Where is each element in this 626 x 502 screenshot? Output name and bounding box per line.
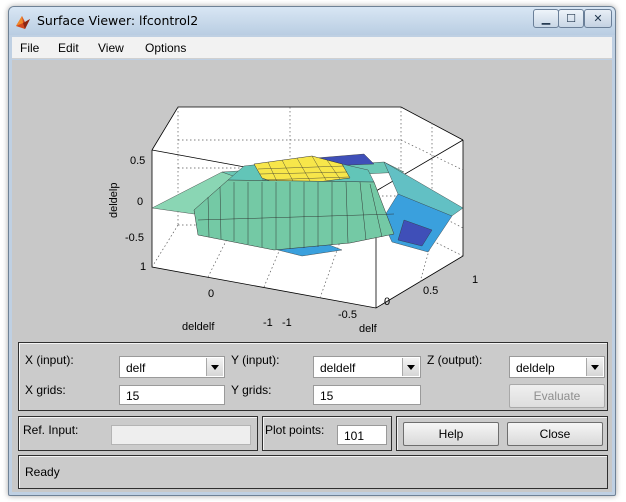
status-panel: Ready	[18, 455, 608, 489]
y-tick-label: 1	[140, 261, 146, 273]
x-tick-label: 0.5	[423, 285, 438, 297]
variables-panel: X (input): delf Y (input): deldelf Z (ou…	[18, 342, 608, 411]
surface-front-slope	[193, 179, 395, 251]
maximize-button[interactable]: ☐	[558, 9, 584, 28]
y-axis-label: deldelf	[182, 321, 215, 333]
chevron-down-icon[interactable]	[402, 358, 419, 376]
help-button[interactable]: Help	[403, 422, 499, 446]
menu-view[interactable]: View	[98, 41, 124, 55]
y-input-label: Y (input):	[231, 353, 280, 367]
x-grids-label: X grids:	[25, 383, 66, 397]
x-axis-label: delf	[359, 323, 378, 335]
ref-input-panel: Ref. Input:	[18, 416, 258, 451]
plot-points-label: Plot points:	[265, 423, 325, 437]
minimize-button[interactable]: ▁	[533, 9, 559, 28]
y-tick-label: -1	[263, 317, 273, 329]
surface-peak-mesh	[257, 155, 350, 185]
ref-input-field[interactable]	[111, 425, 251, 445]
axes-left-pane	[152, 107, 178, 267]
close-window-button[interactable]: ✕	[584, 9, 612, 28]
client-area: 0.5 0 -0.5 deldelp 1 0 -1 deldelf -1 -0.…	[12, 60, 612, 492]
z-tick-label: -0.5	[125, 232, 144, 244]
x-tick-label: 1	[472, 274, 478, 286]
status-text: Ready	[25, 465, 60, 479]
x-tick-label: -1	[282, 317, 292, 329]
title-bar[interactable]: Surface Viewer: lfcontrol2 ▁ ☐ ✕	[9, 7, 615, 35]
x-input-label: X (input):	[25, 353, 74, 367]
surface-viewer-window: Surface Viewer: lfcontrol2 ▁ ☐ ✕ File Ed…	[8, 6, 616, 496]
window-title: Surface Viewer: lfcontrol2	[37, 13, 199, 28]
x-tick-label: 0	[384, 296, 390, 308]
z-output-dropdown[interactable]: deldelp	[509, 356, 605, 378]
surface-plot[interactable]: 0.5 0 -0.5 deldelp 1 0 -1 deldelf -1 -0.…	[12, 60, 612, 340]
y-grids-input[interactable]: 15	[313, 385, 421, 405]
matlab-logo-icon	[16, 16, 30, 29]
menu-file[interactable]: File	[20, 41, 40, 55]
x-tick-label: -0.5	[338, 309, 357, 321]
action-buttons-panel: Help Close	[396, 416, 608, 451]
menu-edit[interactable]: Edit	[58, 41, 79, 55]
evaluate-button[interactable]: Evaluate	[509, 384, 605, 408]
chevron-down-icon[interactable]	[206, 358, 223, 376]
chevron-down-icon[interactable]	[586, 358, 603, 376]
z-tick-label: 0.5	[130, 155, 145, 167]
y-input-selected: deldelf	[320, 361, 356, 375]
menu-options[interactable]: Options	[145, 41, 187, 55]
z-tick-label: 0	[137, 196, 143, 208]
z-output-label: Z (output):	[427, 353, 483, 367]
x-grids-input[interactable]: 15	[119, 385, 225, 405]
surface-front-mesh	[197, 181, 395, 249]
ref-input-label: Ref. Input:	[23, 423, 79, 437]
y-input-dropdown[interactable]: deldelf	[313, 356, 421, 378]
surface-dip-right-deep	[397, 219, 433, 247]
y-tick-label: 0	[208, 288, 214, 300]
z-axis-label: deldelp	[108, 183, 120, 218]
z-output-selected: deldelp	[516, 361, 555, 375]
plot-points-input[interactable]: 101	[337, 425, 387, 445]
x-input-selected: delf	[126, 361, 146, 375]
close-button[interactable]: Close	[507, 422, 603, 446]
plot-points-panel: Plot points: 101	[262, 416, 392, 451]
menu-bar: File Edit View Options	[12, 37, 612, 59]
axes-floor-pane	[152, 225, 463, 308]
x-input-dropdown[interactable]: delf	[119, 356, 225, 378]
y-grids-label: Y grids:	[231, 383, 272, 397]
